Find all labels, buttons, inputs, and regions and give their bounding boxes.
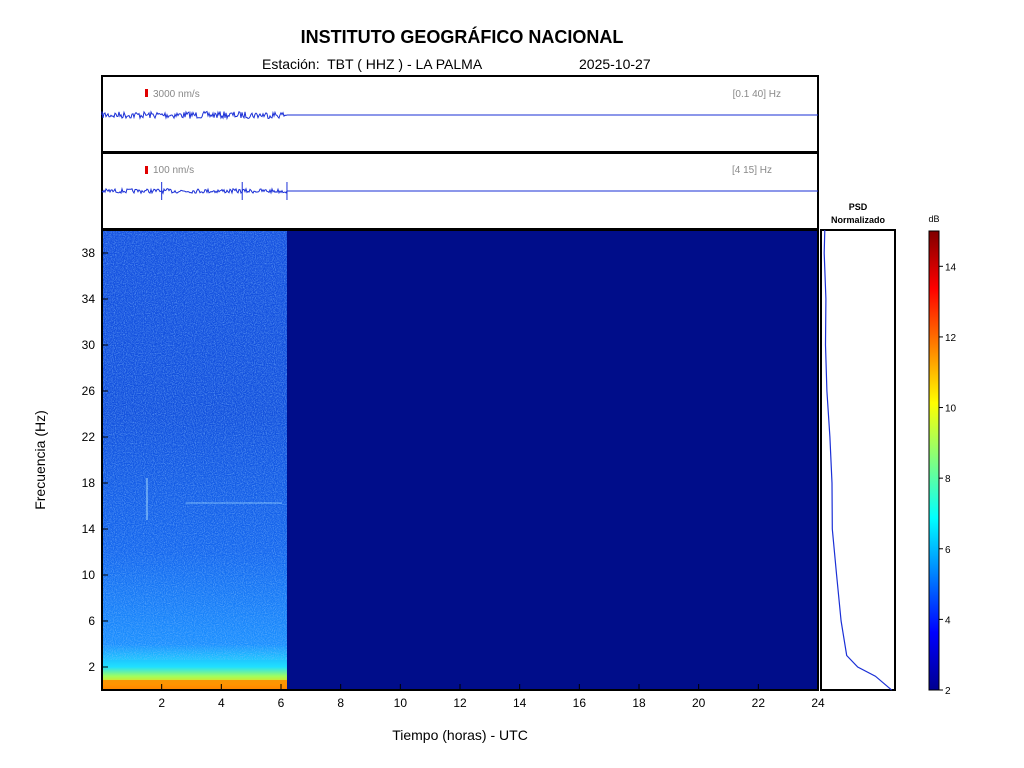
seismogram-trace	[101, 110, 818, 121]
y-tick-label: 22	[82, 430, 96, 444]
x-tick-label: 2	[158, 696, 165, 710]
x-tick-label: 16	[573, 696, 587, 710]
spectrogram-panel: 2 4 6 8 10 12 14 16 18 20 22 24 261014182226303438 …	[32, 229, 825, 743]
y-tick-label: 26	[82, 384, 96, 398]
page-title: INSTITUTO GEOGRÁFICO NACIONAL	[300, 27, 624, 47]
colorbar-tick-label: 10	[945, 404, 957, 415]
colorbar-tick-label: 6	[945, 545, 951, 556]
x-tick-label: 12	[453, 696, 467, 710]
y-tick-label: 2	[88, 660, 95, 674]
x-axis-label: Tiempo (horas) - UTC	[392, 727, 528, 743]
y-tick-label: 38	[82, 246, 96, 260]
colorbar-tick-label: 8	[945, 474, 951, 485]
x-tick-label: 24	[811, 696, 825, 710]
spectrogram-noise-texture	[102, 230, 287, 660]
colorbar-tick-label: 2	[945, 686, 951, 697]
y-tick-label: 18	[82, 476, 96, 490]
colorbar: dB 2 4 6 8 10 12 14	[928, 214, 956, 697]
x-tick-label: 18	[632, 696, 646, 710]
psd-title-line-1: PSD	[849, 202, 868, 212]
station-subtitle: Estación: TBT ( HHZ ) - LA PALMA	[262, 56, 483, 72]
y-tick-label: 30	[82, 338, 96, 352]
y-tick-label: 14	[82, 522, 96, 536]
x-tick-label: 20	[692, 696, 706, 710]
x-tick-label: 4	[218, 696, 225, 710]
colorbar-tick-label: 12	[945, 333, 957, 344]
x-tick-label: 22	[752, 696, 766, 710]
psd-panel: PSD Normalizado	[820, 202, 896, 691]
seismogram-panel-broadband: 3000 nm/s [0.1 40] Hz	[101, 75, 819, 153]
colorbar-label: dB	[928, 214, 939, 224]
psd-title-line-2: Normalizado	[831, 215, 886, 225]
scale-label: 100 nm/s	[153, 165, 194, 176]
spectrogram-low-band	[102, 680, 287, 690]
x-tick-label: 10	[394, 696, 408, 710]
psd-curve	[823, 229, 892, 691]
y-tick-label: 34	[82, 292, 96, 306]
date-label: 2025-10-27	[579, 56, 651, 72]
seismogram-trace	[101, 187, 818, 195]
y-tick-label: 10	[82, 568, 96, 582]
y-axis-label: Frecuencia (Hz)	[32, 410, 48, 510]
scale-label: 3000 nm/s	[153, 89, 200, 100]
x-tick-label: 6	[278, 696, 285, 710]
filter-label: [0.1 40] Hz	[733, 89, 781, 100]
scale-bar	[145, 166, 148, 174]
colorbar-tick-label: 4	[945, 615, 951, 626]
seismogram-panel-filtered: 100 nm/s [4 15] Hz	[101, 152, 819, 230]
colorbar-tick-label: 14	[945, 262, 957, 273]
filter-label: [4 15] Hz	[732, 165, 772, 176]
y-tick-label: 6	[88, 614, 95, 628]
x-tick-label: 14	[513, 696, 527, 710]
scale-bar	[145, 89, 148, 97]
x-tick-label: 8	[337, 696, 344, 710]
x-axis: 2 4 6 8 10 12 14 16 18 20 22 24	[158, 684, 825, 710]
